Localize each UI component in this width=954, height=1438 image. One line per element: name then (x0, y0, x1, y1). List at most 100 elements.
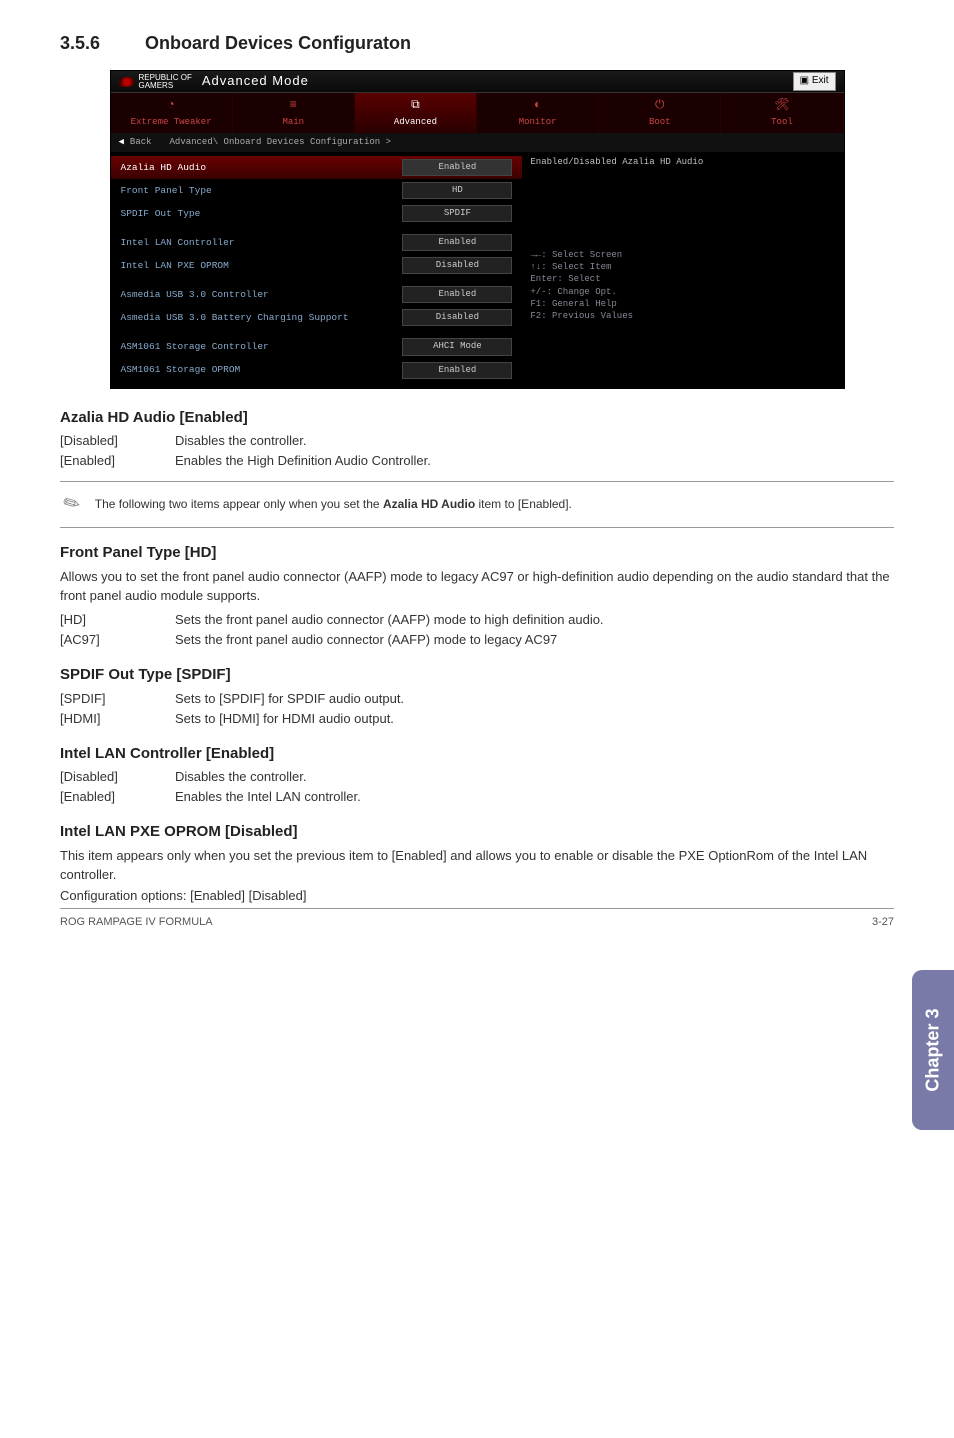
row-asmedia-usb3-battery[interactable]: Asmedia USB 3.0 Battery Charging Support… (111, 306, 523, 329)
option-row: [Enabled] Enables the High Definition Au… (60, 452, 894, 471)
list-icon: ≡ (290, 97, 297, 114)
row-value[interactable]: Enabled (402, 286, 512, 303)
brand-line2: GAMERS (139, 82, 192, 90)
row-azalia-hd-audio[interactable]: Azalia HD Audio Enabled (111, 156, 523, 179)
tab-extreme-tweaker[interactable]: ◔ Extreme Tweaker (111, 93, 233, 133)
row-value[interactable]: Enabled (402, 159, 512, 176)
heading-azalia-hd-audio: Azalia HD Audio [Enabled] (60, 407, 894, 429)
row-label: Front Panel Type (121, 184, 403, 198)
monitor-icon: ◐ (534, 97, 541, 114)
footer-left: ROG RAMPAGE IV FORMULA (60, 915, 213, 931)
exit-icon: ▣ (800, 75, 809, 86)
option-key: [SPDIF] (60, 690, 175, 709)
option-row: [HDMI] Sets to [HDMI] for HDMI audio out… (60, 710, 894, 729)
chapter-side-tab: Chapter 3 (912, 970, 954, 1130)
exit-label: Exit (812, 75, 829, 86)
exit-button[interactable]: ▣ Exit (793, 72, 836, 91)
row-value[interactable]: AHCI Mode (402, 338, 512, 355)
rog-brand-text: REPUBLIC OF GAMERS (139, 74, 192, 90)
option-key: [HD] (60, 611, 175, 630)
option-key: [Disabled] (60, 432, 175, 451)
rog-eye-icon (119, 77, 135, 87)
option-value: Disables the controller. (175, 768, 894, 787)
tab-label: Main (282, 116, 304, 129)
section-heading: 3.5.6 Onboard Devices Configuraton (60, 30, 894, 56)
note-prefix: The following two items appear only when… (95, 497, 383, 511)
mode-title: Advanced Mode (202, 72, 309, 91)
option-value: Sets to [HDMI] for HDMI audio output. (175, 710, 894, 729)
bios-help-panel: Enabled/Disabled Azalia HD Audio →←: Sel… (522, 152, 843, 387)
row-intel-lan-controller[interactable]: Intel LAN Controller Enabled (111, 231, 523, 254)
tool-icon: 🛠 (774, 97, 789, 114)
key-help: →←: Select Screen ↑↓: Select Item Enter:… (530, 249, 835, 322)
crumb-path: Advanced\ Onboard Devices Configuration … (170, 136, 391, 149)
row-asm1061-storage-oprom[interactable]: ASM1061 Storage OPROM Enabled (111, 359, 523, 382)
option-value: Disables the controller. (175, 432, 894, 451)
note-box: ✎ The following two items appear only wh… (60, 481, 894, 528)
footer-divider (60, 908, 894, 909)
tab-main[interactable]: ≡ Main (233, 93, 355, 133)
tab-boot[interactable]: ⏻ Boot (599, 93, 721, 133)
chip-icon: ⧉ (411, 97, 420, 114)
tab-label: Extreme Tweaker (131, 116, 212, 129)
back-label[interactable]: Back (130, 136, 152, 149)
gauge-icon: ◔ (167, 97, 174, 114)
heading-front-panel-type: Front Panel Type [HD] (60, 542, 894, 564)
note-suffix: item to [Enabled]. (475, 497, 572, 511)
bios-settings-list: Azalia HD Audio Enabled Front Panel Type… (111, 152, 523, 387)
option-value: Sets the front panel audio connector (AA… (175, 631, 894, 650)
option-value: Enables the Intel LAN controller. (175, 788, 894, 807)
row-value[interactable]: Enabled (402, 234, 512, 251)
back-arrow-icon[interactable]: ◀ (119, 136, 124, 149)
bios-screenshot: REPUBLIC OF GAMERS Advanced Mode ▣ Exit … (110, 70, 845, 388)
option-key: [AC97] (60, 631, 175, 650)
help-line: ↑↓: Select Item (530, 261, 835, 273)
row-front-panel-type[interactable]: Front Panel Type HD (111, 179, 523, 202)
row-value[interactable]: Disabled (402, 309, 512, 326)
option-value: Sets the front panel audio connector (AA… (175, 611, 894, 630)
tab-label: Boot (649, 116, 671, 129)
option-key: [Enabled] (60, 788, 175, 807)
section-number: 3.5.6 (60, 30, 140, 56)
option-key: [Disabled] (60, 768, 175, 787)
help-line: F1: General Help (530, 298, 835, 310)
note-text: The following two items appear only when… (95, 496, 572, 513)
row-asm1061-storage-controller[interactable]: ASM1061 Storage Controller AHCI Mode (111, 335, 523, 358)
bios-tabs: ◔ Extreme Tweaker ≡ Main ⧉ Advanced ◐ Mo… (111, 93, 844, 133)
row-label: Intel LAN Controller (121, 236, 403, 250)
tab-advanced[interactable]: ⧉ Advanced (355, 93, 477, 133)
row-value[interactable]: SPDIF (402, 205, 512, 222)
row-label: SPDIF Out Type (121, 207, 403, 221)
heading-spdif-out-type: SPDIF Out Type [SPDIF] (60, 664, 894, 686)
section-title: Onboard Devices Configuraton (145, 33, 411, 53)
option-row: [HD] Sets the front panel audio connecto… (60, 611, 894, 630)
tab-monitor[interactable]: ◐ Monitor (477, 93, 599, 133)
option-key: [Enabled] (60, 452, 175, 471)
row-intel-lan-pxe-oprom[interactable]: Intel LAN PXE OPROM Disabled (111, 254, 523, 277)
option-row: [Enabled] Enables the Intel LAN controll… (60, 788, 894, 807)
option-value: Sets to [SPDIF] for SPDIF audio output. (175, 690, 894, 709)
row-value[interactable]: Disabled (402, 257, 512, 274)
breadcrumb: ◀ Back Advanced\ Onboard Devices Configu… (111, 133, 844, 152)
row-label: Asmedia USB 3.0 Battery Charging Support (121, 311, 403, 325)
option-row: [Disabled] Disables the controller. (60, 432, 894, 451)
setting-description: Enabled/Disabled Azalia HD Audio (530, 156, 835, 169)
pencil-icon: ✎ (58, 488, 87, 521)
option-row: [SPDIF] Sets to [SPDIF] for SPDIF audio … (60, 690, 894, 709)
pxe-description-1: This item appears only when you set the … (60, 847, 894, 885)
tab-label: Tool (771, 116, 793, 129)
rog-logo: REPUBLIC OF GAMERS (119, 74, 192, 90)
option-row: [Disabled] Disables the controller. (60, 768, 894, 787)
help-line: +/-: Change Opt. (530, 286, 835, 298)
tab-label: Monitor (519, 116, 557, 129)
row-value[interactable]: HD (402, 182, 512, 199)
row-spdif-out-type[interactable]: SPDIF Out Type SPDIF (111, 202, 523, 225)
chapter-label: Chapter 3 (920, 1008, 946, 1091)
tab-tool[interactable]: 🛠 Tool (721, 93, 843, 133)
pxe-description-2: Configuration options: [Enabled] [Disabl… (60, 887, 894, 906)
help-line: →←: Select Screen (530, 249, 835, 261)
option-key: [HDMI] (60, 710, 175, 729)
row-value[interactable]: Enabled (402, 362, 512, 379)
row-label: ASM1061 Storage OPROM (121, 363, 403, 377)
row-asmedia-usb3-controller[interactable]: Asmedia USB 3.0 Controller Enabled (111, 283, 523, 306)
